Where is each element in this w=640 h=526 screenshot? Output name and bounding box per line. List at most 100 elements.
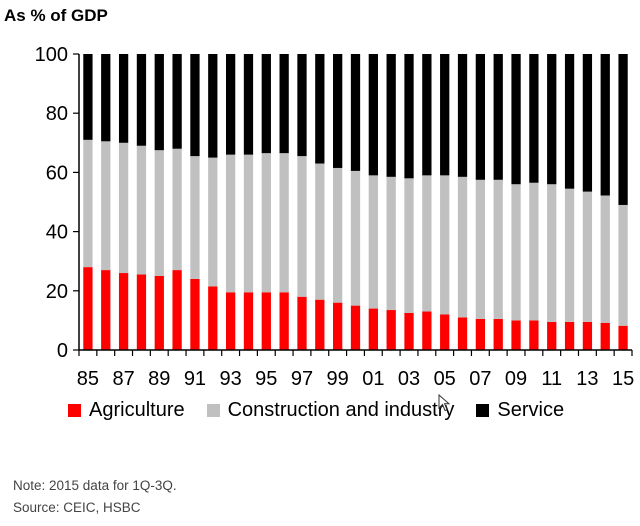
bar-service-91: [190, 54, 200, 157]
x-tick-label-05: 05: [434, 368, 456, 390]
bar-agriculture-93: [225, 292, 236, 350]
x-tick-label-93: 93: [220, 368, 242, 390]
bar-service-92: [208, 54, 218, 158]
legend-label-agriculture: Agriculture: [89, 399, 185, 421]
bar-construction-and-industry-11: [547, 184, 557, 322]
bar-agriculture-00: [350, 305, 361, 350]
mouse-cursor-icon: [438, 394, 450, 412]
bar-agriculture-91: [190, 278, 200, 350]
bar-construction-and-industry-88: [136, 145, 147, 275]
bar-construction-and-industry-07: [475, 179, 486, 319]
bar-service-06: [457, 54, 468, 177]
y-tick-label-0: 0: [57, 340, 68, 362]
bar-service-15: [618, 54, 628, 205]
bar-agriculture-99: [333, 302, 343, 350]
x-tick-label-85: 85: [77, 368, 99, 390]
bar-agriculture-15: [618, 325, 628, 350]
bar-service-98: [315, 54, 325, 164]
legend-label-construction-industry: Construction and industry: [227, 399, 455, 421]
y-tick-label-40: 40: [46, 222, 68, 244]
bar-construction-and-industry-09: [511, 184, 521, 321]
bar-construction-and-industry-08: [493, 179, 503, 319]
bar-construction-and-industry-87: [118, 142, 129, 274]
bar-construction-and-industry-13: [582, 191, 593, 322]
bar-construction-and-industry-06: [457, 176, 468, 318]
bar-agriculture-86: [101, 270, 111, 350]
bar-service-12: [564, 54, 575, 189]
x-tick-label-97: 97: [291, 368, 313, 390]
bar-service-00: [350, 54, 361, 171]
bar-service-87: [118, 54, 129, 143]
legend-item-service: Service: [476, 399, 564, 422]
bar-construction-and-industry-14: [600, 195, 610, 323]
bar-service-96: [279, 54, 289, 154]
bar-construction-and-industry-10: [529, 182, 539, 321]
bar-agriculture-01: [368, 308, 378, 350]
bar-agriculture-89: [154, 276, 164, 350]
bar-service-94: [243, 54, 254, 155]
chart-note: Note: 2015 data for 1Q-3Q.: [13, 478, 177, 493]
y-tick-label-60: 60: [46, 162, 68, 184]
x-tick-label-87: 87: [112, 368, 134, 390]
x-tick-label-89: 89: [148, 368, 170, 390]
bar-agriculture-12: [564, 321, 575, 350]
bar-agriculture-87: [118, 273, 129, 350]
bar-construction-and-industry-91: [190, 156, 200, 279]
x-tick-label-15: 15: [612, 368, 634, 390]
bar-construction-and-industry-98: [315, 163, 325, 300]
bar-construction-and-industry-03: [404, 178, 414, 313]
chart-source: Source: CEIC, HSBC: [13, 500, 141, 515]
bar-agriculture-06: [457, 317, 468, 350]
bar-agriculture-04: [422, 311, 432, 350]
bar-agriculture-10: [529, 320, 539, 350]
bar-agriculture-11: [547, 321, 557, 350]
bar-construction-and-industry-92: [208, 157, 218, 287]
bar-service-93: [225, 54, 236, 155]
bar-construction-and-industry-00: [350, 170, 361, 306]
bar-service-97: [297, 54, 307, 157]
bar-service-10: [529, 54, 539, 183]
bar-service-04: [422, 54, 432, 176]
bar-construction-and-industry-95: [261, 153, 271, 293]
bar-service-89: [154, 54, 164, 151]
bar-agriculture-09: [511, 320, 521, 350]
y-axis-label: As % of GDP: [4, 6, 108, 25]
bar-service-01: [368, 54, 378, 176]
bar-agriculture-07: [475, 318, 486, 350]
x-tick-label-03: 03: [398, 368, 420, 390]
bar-agriculture-97: [297, 296, 307, 350]
bar-construction-and-industry-04: [422, 175, 432, 312]
legend-item-construction-industry: Construction and industry: [206, 399, 455, 422]
bar-agriculture-94: [243, 292, 254, 350]
bar-construction-and-industry-90: [172, 148, 182, 271]
bar-service-09: [511, 54, 521, 185]
legend-swatch-service: [476, 404, 490, 417]
bar-construction-and-industry-89: [154, 150, 164, 276]
y-tick-label-20: 20: [46, 281, 68, 303]
bar-agriculture-92: [208, 286, 218, 350]
bar-agriculture-05: [440, 314, 450, 350]
x-tick-label-07: 07: [469, 368, 491, 390]
bar-service-14: [600, 54, 610, 196]
bar-service-88: [136, 54, 147, 146]
bar-agriculture-98: [315, 299, 325, 350]
bar-agriculture-03: [404, 313, 414, 350]
plot-area: 0 20 40 60 80 100 85 87 89 91 93 95 97 99 01 03 05 07 09 11…: [35, 44, 635, 390]
bar-agriculture-95: [261, 292, 271, 350]
legend-swatch-construction-industry: [206, 404, 220, 417]
bar-construction-and-industry-85: [83, 139, 93, 268]
y-tick-label-100: 100: [35, 44, 68, 66]
bar-service-03: [404, 54, 414, 179]
bar-construction-and-industry-01: [368, 175, 378, 309]
bar-construction-and-industry-99: [333, 167, 343, 303]
y-tick-label-80: 80: [46, 103, 68, 125]
bar-agriculture-13: [582, 321, 593, 350]
bar-service-13: [582, 54, 593, 192]
bar-agriculture-14: [600, 322, 610, 350]
bar-agriculture-85: [83, 267, 93, 350]
x-tick-label-91: 91: [184, 368, 206, 390]
bar-service-86: [101, 54, 111, 142]
bar-service-08: [493, 54, 503, 180]
bar-construction-and-industry-93: [225, 154, 236, 293]
